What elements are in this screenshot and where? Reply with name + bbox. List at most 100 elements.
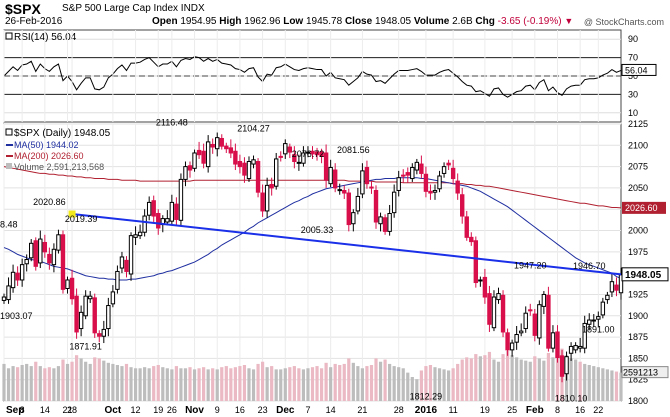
candle-body — [219, 137, 224, 147]
candle-body — [469, 236, 474, 243]
volume-bar — [456, 363, 460, 401]
price-annotation: 2005.33 — [301, 225, 334, 235]
volume-bar — [143, 367, 147, 401]
candle-body — [582, 322, 587, 349]
volume-bar — [179, 368, 183, 401]
volume-bar — [492, 359, 496, 401]
volume-bar — [397, 367, 401, 401]
volume-bar — [161, 367, 165, 401]
candle-body — [387, 212, 392, 232]
volume-bar — [555, 351, 560, 401]
volume-bar — [197, 368, 201, 401]
volume-bar — [483, 355, 487, 401]
x-tick-label: 16 — [235, 405, 245, 415]
candle-body — [423, 173, 429, 192]
candle-body — [591, 319, 596, 322]
volume-bar — [170, 369, 174, 401]
candle-body — [156, 212, 161, 229]
volume-bar — [25, 363, 29, 401]
ma200-tag: 2026.60 — [625, 203, 658, 213]
candle-body — [292, 154, 297, 163]
volume-bar — [360, 368, 365, 401]
volume-bar — [202, 367, 206, 401]
candle-body — [6, 285, 11, 301]
volume-bar — [211, 368, 215, 401]
price-annotation: 1891.00 — [582, 324, 615, 334]
candle-body — [101, 328, 107, 337]
watermark: @ StockCharts.com — [583, 17, 664, 27]
rsi-tick-label: 50 — [628, 71, 638, 81]
volume-bar — [165, 368, 169, 401]
volume-bar — [133, 368, 138, 401]
candle-body — [618, 274, 624, 294]
candle-body — [296, 161, 302, 164]
ma200-tag-box — [622, 201, 666, 214]
candle-body — [568, 345, 574, 354]
volume-bar — [505, 350, 510, 401]
candle-body — [432, 189, 438, 193]
candle-body — [301, 152, 306, 164]
candle-body — [382, 217, 388, 232]
volume-bar — [487, 351, 492, 401]
rsi-legend: RSI(14) 56.04 — [14, 32, 77, 43]
volume-bar — [20, 365, 24, 401]
candle-body — [464, 216, 469, 238]
rsi-last-tag-box — [621, 63, 657, 76]
candle-body — [441, 166, 447, 174]
candle-body — [110, 291, 116, 305]
volume-bar — [356, 366, 360, 401]
candle-body — [42, 241, 48, 253]
candle-body — [237, 161, 243, 168]
pivot-marker — [68, 210, 76, 218]
price-tick-label: 1925 — [628, 289, 648, 299]
candle-body — [260, 192, 265, 212]
candle-body — [78, 311, 84, 330]
candle-body — [532, 313, 538, 336]
candle-body — [87, 295, 93, 300]
candle-body — [396, 177, 401, 191]
price-tick-label: 1800 — [628, 396, 648, 406]
volume-bar — [279, 369, 283, 401]
candle-body — [251, 159, 256, 165]
volume-bar — [406, 372, 410, 401]
price-legend-title: $SPX (Daily) 1948.05 — [14, 128, 111, 139]
candle-body — [151, 200, 156, 217]
candle-body — [278, 155, 283, 158]
ma50-line — [3, 177, 622, 281]
candle-body — [414, 161, 420, 171]
candle-body — [523, 312, 528, 330]
candle-body — [505, 332, 510, 351]
volume-bar — [43, 368, 47, 401]
volume-bar — [224, 366, 228, 401]
x-tick-label: Sep — [6, 405, 24, 416]
volume-bar — [256, 363, 260, 401]
candle-body — [478, 279, 483, 282]
candle-body — [346, 192, 351, 226]
candle-body — [210, 143, 215, 148]
volume-bar — [601, 368, 605, 401]
volume-bar — [16, 367, 20, 401]
candle-body — [587, 319, 592, 325]
volume-bar — [351, 362, 355, 401]
candle-body — [242, 162, 247, 176]
price-tick-label: 1850 — [628, 353, 648, 363]
volume-bar — [610, 370, 614, 401]
volume-legend: Volume 2,591,213,568 — [14, 162, 104, 172]
volume-bar — [47, 367, 51, 401]
candle-body — [391, 191, 397, 214]
price-legend-swatch — [5, 128, 13, 136]
symbol-title: $SPX — [5, 1, 41, 17]
rsi-last-tag: 56.04 — [625, 65, 648, 75]
volume-bar — [315, 366, 319, 401]
price-tick-label: 2000 — [628, 226, 648, 236]
volume-bar — [469, 358, 473, 401]
volume-bar — [551, 357, 555, 401]
candle-body — [559, 355, 565, 377]
candle-body — [47, 253, 52, 264]
volume-bar — [102, 360, 106, 401]
volume-bar — [392, 366, 396, 401]
candle-body — [124, 259, 129, 272]
candle-body — [51, 248, 57, 266]
volume-bar — [61, 359, 65, 401]
